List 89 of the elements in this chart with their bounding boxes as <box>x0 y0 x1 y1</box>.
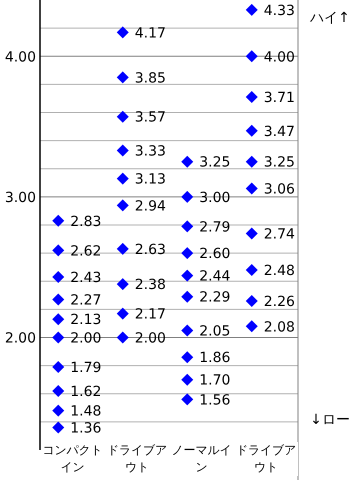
point <box>52 384 64 397</box>
point <box>246 264 258 276</box>
data-label: 1.62 <box>70 384 102 400</box>
point <box>181 290 194 303</box>
text: ハイ↑ <box>309 9 351 28</box>
data-label: 4.33 <box>264 2 295 19</box>
data-label: 2.60 <box>199 246 230 262</box>
point <box>246 320 258 332</box>
data-label: 3.71 <box>264 90 295 106</box>
y-tick-label: 2.00 <box>4 330 36 346</box>
data-label: 2.48 <box>264 263 295 279</box>
data-label: 2.05 <box>199 323 230 340</box>
y-tick-label: 3.00 <box>4 190 36 206</box>
data-label: 2.38 <box>134 277 166 294</box>
point <box>181 270 194 282</box>
data-label: 3.06 <box>264 181 296 198</box>
point <box>52 332 64 344</box>
data-label: 3.25 <box>199 154 230 171</box>
point <box>116 110 129 123</box>
point <box>116 332 129 344</box>
point <box>181 374 194 386</box>
point <box>116 144 129 156</box>
point <box>246 156 258 168</box>
point <box>116 26 129 38</box>
data-label: 1.79 <box>70 360 102 376</box>
x-tick-label: ドライブアウト <box>104 442 169 476</box>
point <box>52 422 64 434</box>
point <box>246 227 258 240</box>
point <box>116 242 129 255</box>
point <box>181 351 194 364</box>
point <box>52 214 64 227</box>
data-label: 2.79 <box>199 219 230 236</box>
data-label: 2.17 <box>134 306 166 323</box>
point <box>52 313 64 326</box>
data-label: 1.86 <box>199 350 231 366</box>
data-label: 3.47 <box>264 124 295 140</box>
data-label: 2.29 <box>199 290 230 306</box>
point <box>246 91 258 104</box>
point <box>246 50 258 62</box>
text: ↓ロー <box>309 411 351 430</box>
x-tick-label: ドライブアウト <box>234 442 298 476</box>
data-label: 2.27 <box>70 292 102 309</box>
point <box>246 4 258 16</box>
data-label: 3.57 <box>134 110 166 126</box>
data-label: 1.70 <box>199 372 230 389</box>
point <box>181 156 194 168</box>
data-label: 3.33 <box>134 143 166 160</box>
point <box>52 271 64 284</box>
data-label: 2.08 <box>264 319 295 336</box>
point <box>116 172 129 185</box>
data-label: 3.13 <box>134 172 166 188</box>
data-label: 2.44 <box>199 268 231 285</box>
point <box>246 294 258 307</box>
data-label: 2.43 <box>70 270 102 286</box>
y-tick-label: 4.00 <box>4 49 36 66</box>
point <box>181 220 194 232</box>
data-label: 2.94 <box>134 198 166 214</box>
data-label: 2.00 <box>70 330 102 346</box>
data-label: 1.48 <box>70 404 102 420</box>
data-label: 2.13 <box>70 312 102 328</box>
data-label: 2.00 <box>134 330 166 346</box>
data-label: 3.85 <box>134 70 166 86</box>
x-tick-label: ノーマルイン <box>169 442 234 476</box>
data-label: 4.00 <box>264 49 295 66</box>
data-label: 2.26 <box>264 294 296 310</box>
point <box>52 404 64 417</box>
point <box>116 278 129 290</box>
point <box>181 393 194 406</box>
point <box>52 244 64 256</box>
data-label: 4.17 <box>134 25 166 42</box>
point <box>52 361 64 374</box>
data-label: 2.63 <box>134 242 166 258</box>
point <box>116 71 129 84</box>
x-tick-label: コンパクトイン <box>40 442 104 476</box>
point <box>181 190 194 203</box>
point <box>116 308 129 320</box>
point <box>181 324 194 336</box>
data-label: 2.62 <box>70 243 102 260</box>
point <box>246 124 258 137</box>
point <box>246 182 258 194</box>
point <box>52 294 64 306</box>
data-label: 3.00 <box>199 190 230 206</box>
point <box>181 247 194 260</box>
data-label: 2.74 <box>264 226 296 242</box>
data-label: 2.83 <box>70 214 102 230</box>
data-label: 1.56 <box>199 392 231 408</box>
data-label: 1.36 <box>70 420 102 436</box>
point <box>116 199 129 212</box>
data-label: 3.25 <box>264 154 295 171</box>
